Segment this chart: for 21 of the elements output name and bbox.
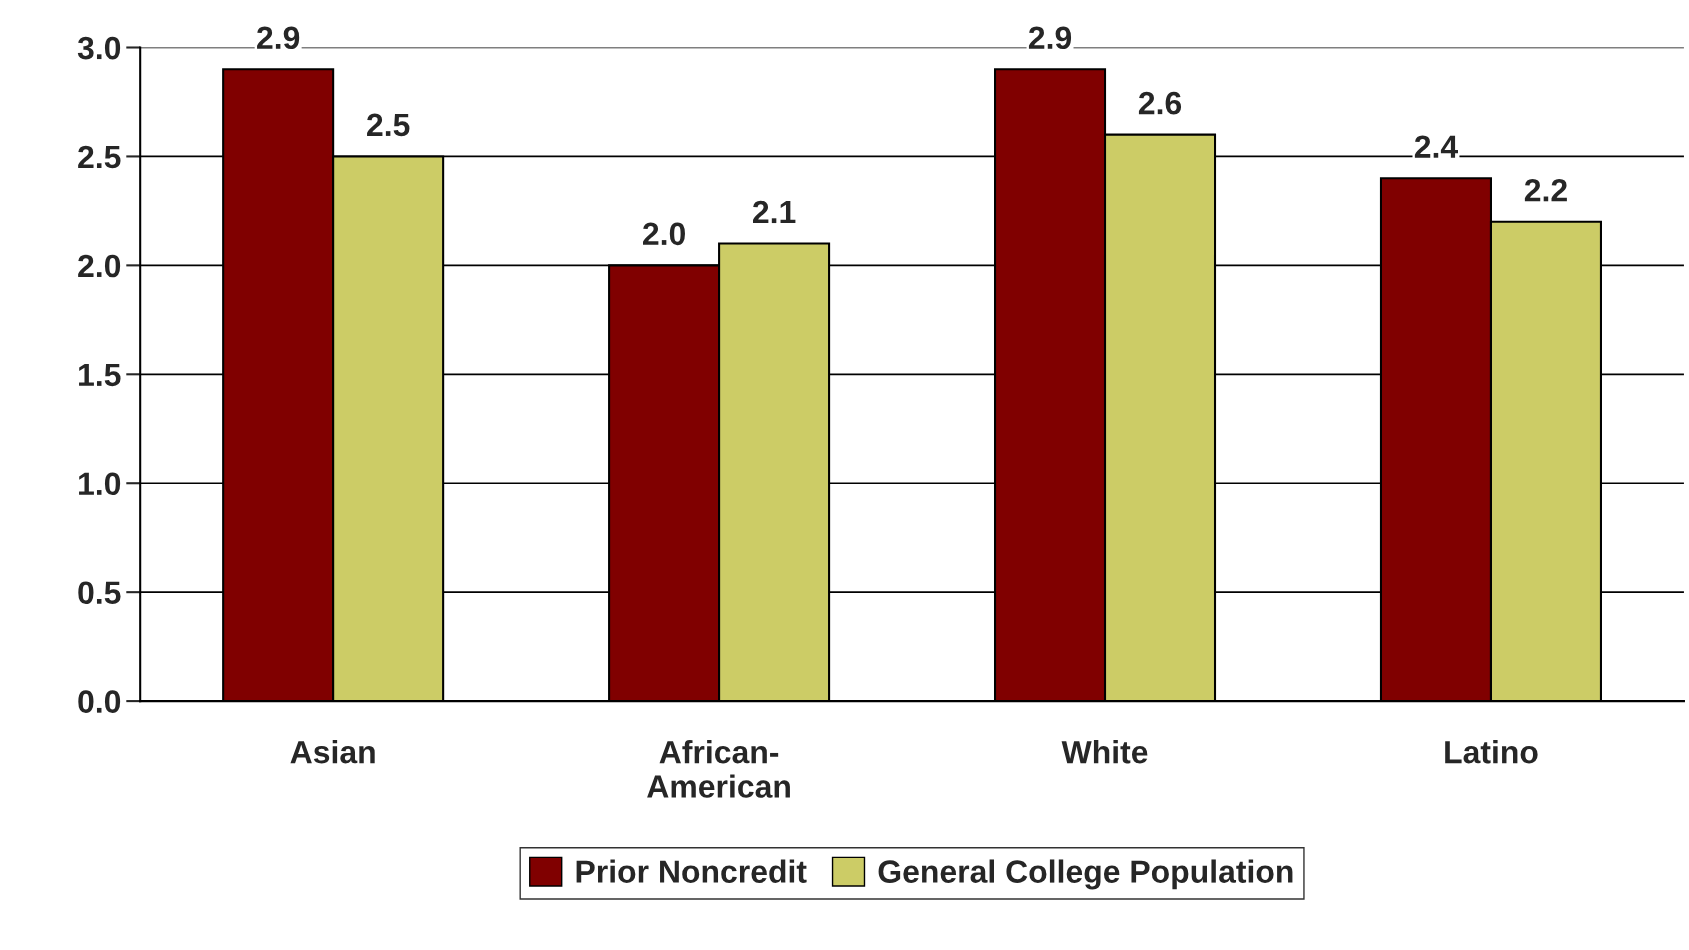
y-tick-label: 3.0 xyxy=(77,36,121,60)
x-tick-label: African- American xyxy=(647,739,790,798)
data-label: 2.0 xyxy=(643,222,685,246)
legend-label: General College Population xyxy=(878,859,1293,890)
y-tick-label: 2.0 xyxy=(78,254,121,278)
y-tick-label: 0.0 xyxy=(78,690,121,713)
x-tick-label: Asian xyxy=(290,739,375,764)
data-label: 2.2 xyxy=(1524,178,1567,202)
data-label: 2.4 xyxy=(1414,135,1458,158)
y-tick-label: 0.5 xyxy=(78,581,121,605)
y-tick-label: 1.0 xyxy=(79,472,121,496)
data-label: 2.1 xyxy=(752,200,796,224)
legend-label: Prior Noncredit xyxy=(576,859,807,883)
data-label: 2.6 xyxy=(1138,91,1182,115)
data-label: 2.5 xyxy=(367,113,410,137)
x-tick-label: White xyxy=(1061,739,1148,764)
y-tick-label: 1.5 xyxy=(79,363,121,387)
y-tick-label: 2.5 xyxy=(78,145,121,169)
x-tick-label: Latino xyxy=(1445,739,1538,764)
data-label: 2.9 xyxy=(257,26,300,50)
data-label: 2.9 xyxy=(1028,26,1072,50)
